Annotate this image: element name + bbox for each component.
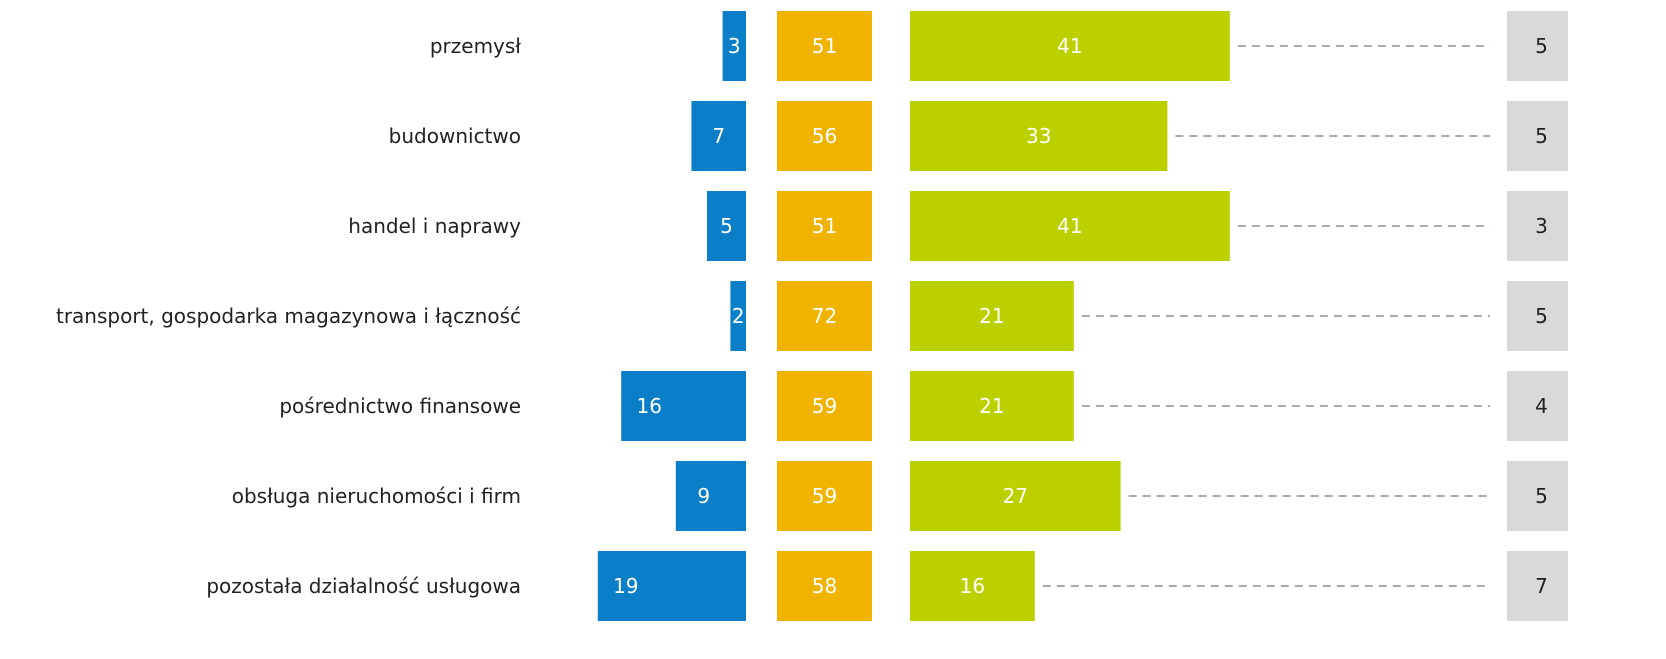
value-label: 16: [636, 394, 661, 418]
value-label: 5: [1535, 484, 1548, 508]
value-label: 21: [979, 394, 1004, 418]
bar: [910, 461, 1121, 531]
value-label: 5: [720, 214, 733, 238]
value-label: 51: [812, 34, 837, 58]
value-box: [777, 11, 872, 81]
value-box: [1507, 101, 1568, 171]
category-label: budownictwo: [389, 124, 521, 148]
category-label: handel i naprawy: [348, 214, 521, 238]
category-label: obsługa nieruchomości i firm: [232, 484, 521, 508]
bar: [910, 11, 1230, 81]
value-label: 4: [1535, 394, 1548, 418]
value-label: 51: [812, 214, 837, 238]
value-box: [777, 281, 872, 351]
value-box: [777, 191, 872, 261]
bar: [910, 371, 1074, 441]
value-label: 5: [1535, 34, 1548, 58]
bar: [675, 461, 746, 531]
value-box: [1507, 11, 1568, 81]
bar: [910, 281, 1074, 351]
value-label: 59: [812, 394, 837, 418]
bar: [910, 101, 1168, 171]
value-box: [1507, 191, 1568, 261]
value-box: [777, 371, 872, 441]
value-label: 72: [812, 304, 837, 328]
category-label: transport, gospodarka magazynowa i łączn…: [56, 304, 521, 328]
value-box: [1507, 371, 1568, 441]
value-label: 56: [812, 124, 837, 148]
value-box: [777, 551, 872, 621]
value-label: 5: [1535, 124, 1548, 148]
value-label: 19: [613, 574, 638, 598]
value-box: [1507, 461, 1568, 531]
bar: [707, 191, 746, 261]
bar: [910, 191, 1230, 261]
value-box: [777, 461, 872, 531]
bar: [621, 371, 746, 441]
category-label: przemysł: [430, 34, 521, 58]
bar: [597, 551, 746, 621]
bar: [910, 551, 1035, 621]
bar: [691, 101, 746, 171]
value-box: [1507, 281, 1568, 351]
value-label: 7: [1535, 574, 1548, 598]
bar: [722, 11, 746, 81]
value-label: 3: [1535, 214, 1548, 238]
value-label: 9: [697, 484, 710, 508]
value-label: 41: [1057, 214, 1082, 238]
value-label: 7: [712, 124, 725, 148]
value-box: [777, 101, 872, 171]
value-label: 27: [1003, 484, 1028, 508]
category-label: pośrednictwo finansowe: [279, 394, 521, 418]
value-label: 3: [728, 34, 741, 58]
value-label: 33: [1026, 124, 1051, 148]
value-box: [1507, 551, 1568, 621]
value-label: 59: [812, 484, 837, 508]
value-label: 2: [732, 304, 745, 328]
value-label: 5: [1535, 304, 1548, 328]
value-label: 16: [960, 574, 985, 598]
value-label: 21: [979, 304, 1004, 328]
value-label: 58: [812, 574, 837, 598]
category-label: pozostała działalność usługowa: [206, 574, 521, 598]
bar: [730, 281, 746, 351]
value-label: 41: [1057, 34, 1082, 58]
